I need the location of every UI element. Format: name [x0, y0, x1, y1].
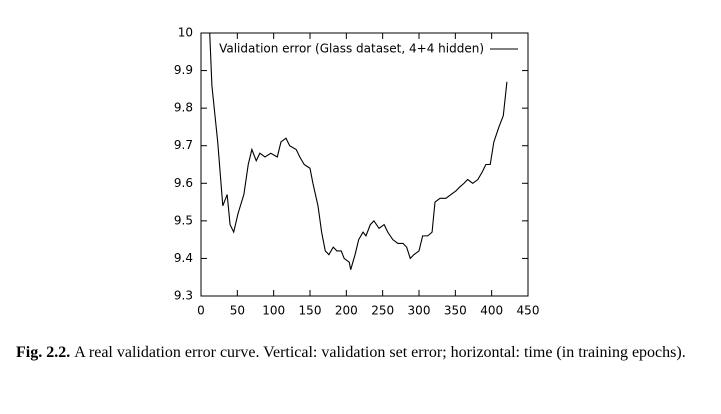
- x-tick-label: 350: [444, 304, 467, 318]
- x-tick-label: 50: [230, 304, 245, 318]
- y-tick-label: 10: [178, 26, 193, 40]
- x-tick-label: 300: [408, 304, 431, 318]
- caption: Fig. 2.2. A real validation error curve. …: [16, 343, 706, 363]
- y-tick-label: 9.4: [174, 251, 193, 265]
- y-tick-label: 9.8: [174, 101, 193, 115]
- x-tick-label: 250: [371, 304, 394, 318]
- legend-label: Validation error (Glass dataset, 4+4 hid…: [219, 42, 484, 56]
- y-tick-label: 9.7: [174, 138, 193, 152]
- x-tick-label: 0: [197, 304, 205, 318]
- x-tick-label: 450: [517, 304, 540, 318]
- caption-text: A real validation error curve. Vertical:…: [74, 344, 686, 361]
- caption-label: Fig. 2.2.: [16, 344, 71, 361]
- plot-frame: [200, 32, 529, 297]
- y-tick-label: 9.6: [174, 176, 193, 190]
- series-line: [209, 32, 508, 270]
- y-tick-label: 9.5: [174, 213, 193, 227]
- x-tick-label: 200: [335, 304, 358, 318]
- x-tick-label: 150: [299, 304, 322, 318]
- chart: Validation error (Glass dataset, 4+4 hid…: [174, 26, 540, 318]
- y-tick-label: 9.3: [174, 289, 193, 303]
- y-tick-label: 9.9: [174, 63, 193, 77]
- x-tick-label: 100: [262, 304, 285, 318]
- x-tick-label: 400: [480, 304, 503, 318]
